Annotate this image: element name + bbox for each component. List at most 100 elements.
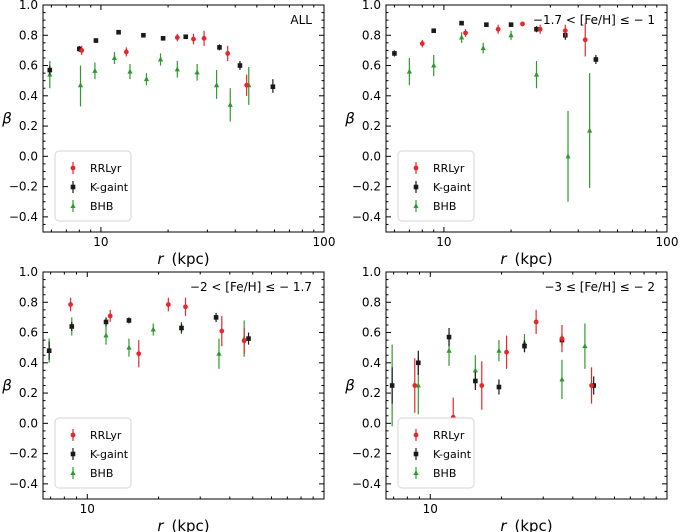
data-point: [473, 378, 478, 384]
data-point: [522, 343, 527, 349]
data-point: [68, 302, 73, 307]
data-point: [392, 51, 397, 56]
legend-marker-bhb: [413, 470, 419, 475]
y-axis-label: β: [1, 377, 12, 395]
data-point: [495, 26, 501, 32]
data-point: [93, 38, 99, 43]
x-axis-unit: (kpc): [515, 517, 553, 532]
data-point: [416, 360, 421, 366]
y-tick-label: 1.0: [362, 265, 381, 279]
chart-panel-4: −0.4 −0.2 0.0 0.2 0.4 0.6 0.8 1.0 10 r (kpc) β −3 ≤ …: [344, 265, 668, 532]
data-point: [183, 34, 189, 40]
data-point: [419, 41, 425, 46]
y-tick-label: 0.4: [362, 356, 381, 370]
series-k-gaint: [46, 312, 251, 360]
x-axis-label: r (kpc): [157, 517, 209, 532]
data-point: [225, 51, 231, 56]
legend-marker-bhb: [70, 470, 76, 475]
series-rrlyr: [419, 21, 588, 57]
data-point: [533, 71, 540, 77]
y-tick-label: −0.4: [352, 477, 381, 491]
data-point: [141, 32, 146, 38]
y-tick-label: 0.6: [362, 59, 381, 73]
data-point: [593, 57, 599, 62]
x-axis-label: r (kpc): [157, 250, 209, 268]
legend-label: RRLyr: [90, 162, 122, 175]
data-point: [431, 62, 437, 68]
y-tick-label: 0.2: [362, 119, 381, 133]
y-tick-label: −0.2: [9, 447, 38, 461]
data-point: [480, 45, 486, 51]
data-point: [562, 28, 568, 34]
legend-marker-k-gaint: [70, 184, 76, 190]
legend: RRLyr K-gaint BHB: [54, 417, 132, 489]
x-axis-variable: r: [500, 250, 507, 268]
y-tick-label: 0.6: [19, 326, 38, 340]
panel-annotation: ALL: [290, 13, 312, 27]
y-tick-label: 0.0: [19, 149, 38, 163]
data-point: [559, 376, 565, 382]
legend-label: BHB: [433, 467, 456, 480]
legend-label: RRLyr: [433, 162, 465, 175]
legend: RRLyr K-gaint BHB: [54, 150, 132, 222]
y-tick-label: −0.2: [9, 180, 38, 194]
y-tick-label: −0.4: [9, 477, 38, 491]
y-tick-label: 0.0: [19, 416, 38, 430]
data-point: [459, 20, 464, 26]
data-point: [589, 383, 594, 388]
data-point: [446, 347, 452, 353]
data-point: [103, 319, 109, 325]
legend-marker-k-gaint: [70, 451, 76, 457]
data-point: [217, 45, 222, 50]
data-point: [565, 153, 571, 159]
x-tick-label: 10: [423, 502, 438, 516]
data-point: [213, 315, 219, 320]
legend-marker-rrlyr: [70, 432, 76, 438]
data-point: [406, 68, 412, 74]
chart-panel-2: −0.4 −0.2 0.0 0.2 0.4 0.6 0.8 1.0 10 100 r (kpc) β −1…: [344, 0, 678, 268]
y-tick-label: 0.8: [362, 295, 381, 309]
legend-label: BHB: [90, 200, 113, 213]
data-point: [201, 35, 207, 41]
data-point: [389, 383, 395, 388]
y-tick-label: 0.2: [19, 386, 38, 400]
x-axis-variable: r: [157, 517, 164, 532]
y-tick-label: 0.6: [362, 326, 381, 340]
series-k-gaint: [389, 327, 596, 404]
data-point: [582, 37, 588, 43]
data-point: [533, 319, 539, 325]
y-tick-label: 0.4: [19, 89, 38, 103]
legend-marker-rrlyr: [413, 432, 419, 438]
x-axis-variable: r: [500, 517, 507, 532]
chart-panel-1: −0.4 −0.2 0.0 0.2 0.4 0.6 0.8 1.0 10 100 r (kpc) β AL…: [1, 0, 335, 268]
data-point: [446, 334, 452, 340]
data-point: [463, 30, 468, 36]
data-point: [107, 313, 113, 319]
y-tick-label: −0.4: [352, 210, 381, 224]
data-point: [116, 29, 121, 35]
data-point: [587, 127, 593, 133]
panel-annotation: −1.7 < [Fe/H] ≤ − 1: [533, 13, 655, 27]
data-point: [496, 384, 502, 390]
data-point: [270, 84, 276, 90]
data-point: [126, 344, 132, 350]
data-point: [160, 35, 166, 41]
x-axis-variable: r: [157, 250, 164, 268]
data-point: [244, 82, 250, 88]
y-tick-label: −0.4: [9, 210, 38, 224]
data-point: [537, 26, 543, 32]
data-point: [508, 32, 514, 38]
series-bhb: [406, 30, 593, 202]
data-point: [216, 350, 222, 356]
legend-marker-rrlyr: [413, 165, 419, 171]
data-point: [479, 383, 485, 388]
y-tick-label: 0.8: [19, 28, 38, 42]
data-point: [227, 101, 233, 107]
legend-label: BHB: [90, 467, 113, 480]
y-axis-label: β: [1, 110, 12, 128]
data-point: [77, 46, 82, 52]
data-point: [136, 351, 142, 357]
y-tick-label: 0.2: [362, 386, 381, 400]
x-axis-unit: (kpc): [172, 517, 210, 532]
